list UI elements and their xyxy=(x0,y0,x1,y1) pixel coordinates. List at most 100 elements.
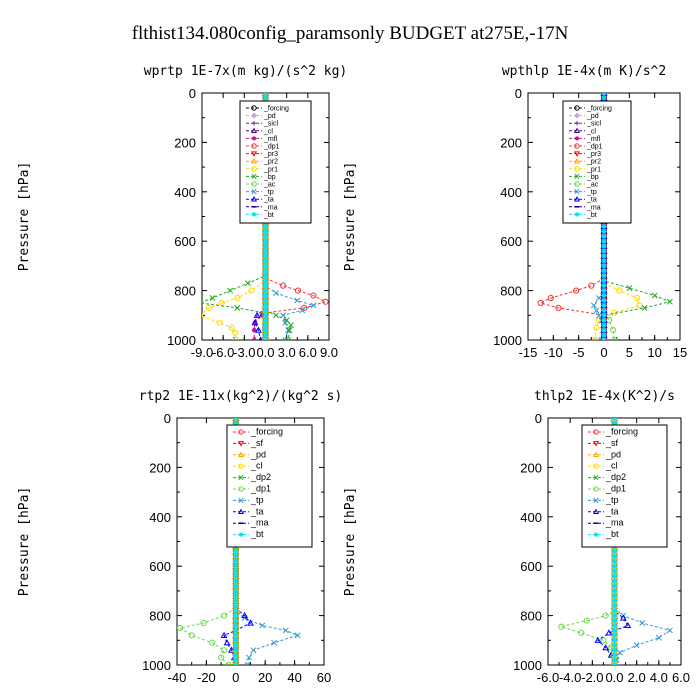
marker xyxy=(241,611,249,619)
series-line-bp xyxy=(603,93,672,340)
marker xyxy=(251,143,257,149)
marker xyxy=(209,639,216,646)
x-tick-label: -6.0 xyxy=(537,670,559,685)
marker xyxy=(280,312,287,319)
y-tick-label: 200 xyxy=(520,460,542,475)
marker xyxy=(547,294,554,302)
marker xyxy=(262,322,269,328)
x-tick-label: 3.0 xyxy=(278,345,296,360)
marker xyxy=(633,642,640,649)
marker xyxy=(254,326,262,333)
subplot-2: wpthlp 1E-4x(m K)/s^2 Pressure [hPa] -15 -1… xyxy=(343,64,687,360)
x-tick-label: 15 xyxy=(673,345,687,360)
marker xyxy=(322,298,329,305)
marker xyxy=(601,292,607,299)
x-tick-label: -5 xyxy=(573,345,585,360)
marker xyxy=(601,263,607,269)
y-tick-label: 1000 xyxy=(167,333,196,348)
y-tick-label: 0 xyxy=(164,411,171,426)
marker xyxy=(251,327,257,333)
marker xyxy=(262,238,269,244)
marker xyxy=(216,319,223,326)
legend: _forcing_sf_pd _cl_dp2 _dp1_tp_ta _ma_bt xyxy=(226,424,313,548)
marker xyxy=(611,652,618,658)
marker xyxy=(262,228,269,234)
series-line-tp xyxy=(235,418,299,665)
x-tick-label: -6.0 xyxy=(212,345,234,360)
marker xyxy=(294,632,301,639)
marker xyxy=(250,157,258,164)
marker xyxy=(601,223,607,229)
marker xyxy=(232,336,239,340)
marker xyxy=(592,508,600,515)
marker xyxy=(233,632,239,638)
marker xyxy=(248,287,255,294)
legend-label: _sicl xyxy=(263,121,278,128)
marker xyxy=(251,136,257,141)
legend: _forcing_pd_sicl_cl_mfl_dp1_pr3_pr2_pr1_… xyxy=(239,100,312,224)
legend-label: _ma xyxy=(605,518,624,528)
marker xyxy=(253,311,261,318)
y-tick-label: 400 xyxy=(500,185,522,200)
y-tick-label: 400 xyxy=(149,510,171,525)
marker xyxy=(592,441,600,447)
marker xyxy=(601,278,607,284)
marker xyxy=(233,603,239,609)
marker xyxy=(601,273,607,279)
marker xyxy=(233,563,239,569)
marker xyxy=(573,151,581,157)
marker xyxy=(611,573,618,579)
subplot-1: wprtp 1E-7x(m kg)/(s^2 kg) Pressure [hPa]… xyxy=(17,64,347,360)
subplot-3: rtp2 1E-11x(kg^2)/(kg^2 s) Pressure [hPa]… xyxy=(17,389,342,685)
subplot-4: thlp2 1E-4x(K^2)/s Pressure [hPa] -6.0 -4.0… xyxy=(343,389,690,685)
marker xyxy=(611,642,618,648)
y-tick-label: 800 xyxy=(149,609,171,624)
y-tick-label: 0 xyxy=(535,411,542,426)
marker xyxy=(238,497,244,503)
marker xyxy=(624,621,632,629)
marker xyxy=(611,588,618,594)
marker xyxy=(611,627,618,634)
marker xyxy=(655,634,662,641)
y-axis-label: Pressure [hPa] xyxy=(343,162,358,272)
marker xyxy=(574,112,580,119)
marker xyxy=(611,578,618,584)
marker xyxy=(262,297,269,304)
marker xyxy=(262,243,269,249)
marker xyxy=(233,627,239,634)
marker xyxy=(611,613,618,619)
marker xyxy=(233,598,239,604)
marker xyxy=(601,93,607,96)
marker xyxy=(251,173,257,179)
y-tick-label: 600 xyxy=(149,559,171,574)
marker xyxy=(574,136,580,141)
y-tick-label: 800 xyxy=(520,609,542,624)
marker xyxy=(601,337,607,340)
subplot-title: thlp2 1E-4x(K^2)/s xyxy=(534,389,675,404)
marker xyxy=(611,563,618,569)
legend-label: _sicl xyxy=(586,121,601,128)
marker xyxy=(177,624,184,632)
series-line-ac xyxy=(603,93,615,340)
y-tick-label: 1000 xyxy=(513,658,542,673)
marker xyxy=(601,288,607,294)
marker xyxy=(233,613,239,619)
marker xyxy=(601,268,607,274)
x-tick-label: 20 xyxy=(258,670,272,685)
marker xyxy=(574,173,580,179)
marker xyxy=(588,282,595,289)
marker xyxy=(593,475,599,481)
x-tick-label: 10 xyxy=(647,345,661,360)
marker xyxy=(237,441,245,447)
marker xyxy=(574,121,580,126)
legend-label: _pr3 xyxy=(586,151,601,158)
marker xyxy=(639,620,646,626)
marker xyxy=(537,299,544,307)
marker xyxy=(287,322,294,329)
marker xyxy=(251,166,257,172)
marker xyxy=(593,307,600,314)
marker xyxy=(601,317,607,323)
legend-label: _tp xyxy=(586,189,597,196)
marker xyxy=(251,319,259,326)
